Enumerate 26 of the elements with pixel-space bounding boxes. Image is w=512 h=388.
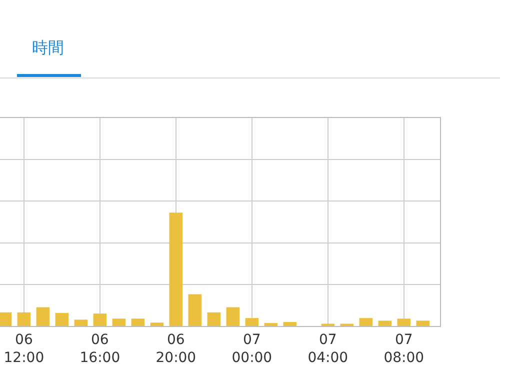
bar <box>188 294 202 326</box>
bar <box>359 318 373 326</box>
bar <box>150 322 164 326</box>
bar <box>55 312 69 326</box>
bar <box>169 212 183 326</box>
x-tick-label: 07 00:00 <box>232 332 272 366</box>
x-tick-label: 06 20:00 <box>156 332 196 366</box>
bar <box>131 318 145 326</box>
bar <box>264 323 278 326</box>
bar <box>378 320 392 326</box>
bar <box>112 318 126 326</box>
x-tick-label: 07 04:00 <box>308 332 348 366</box>
bar <box>245 318 259 326</box>
bar <box>226 307 240 326</box>
bar <box>207 312 221 326</box>
x-tick-label: 06 12:00 <box>4 332 44 366</box>
x-tick-label: 07 08:00 <box>384 332 424 366</box>
x-tick-label: 06 16:00 <box>80 332 120 366</box>
bar <box>93 314 107 326</box>
bar <box>416 320 430 326</box>
bar <box>283 322 297 326</box>
bar <box>17 312 31 326</box>
bar <box>74 320 88 326</box>
bar <box>36 307 50 326</box>
bar <box>397 318 411 326</box>
text: 時間 <box>32 38 64 57</box>
